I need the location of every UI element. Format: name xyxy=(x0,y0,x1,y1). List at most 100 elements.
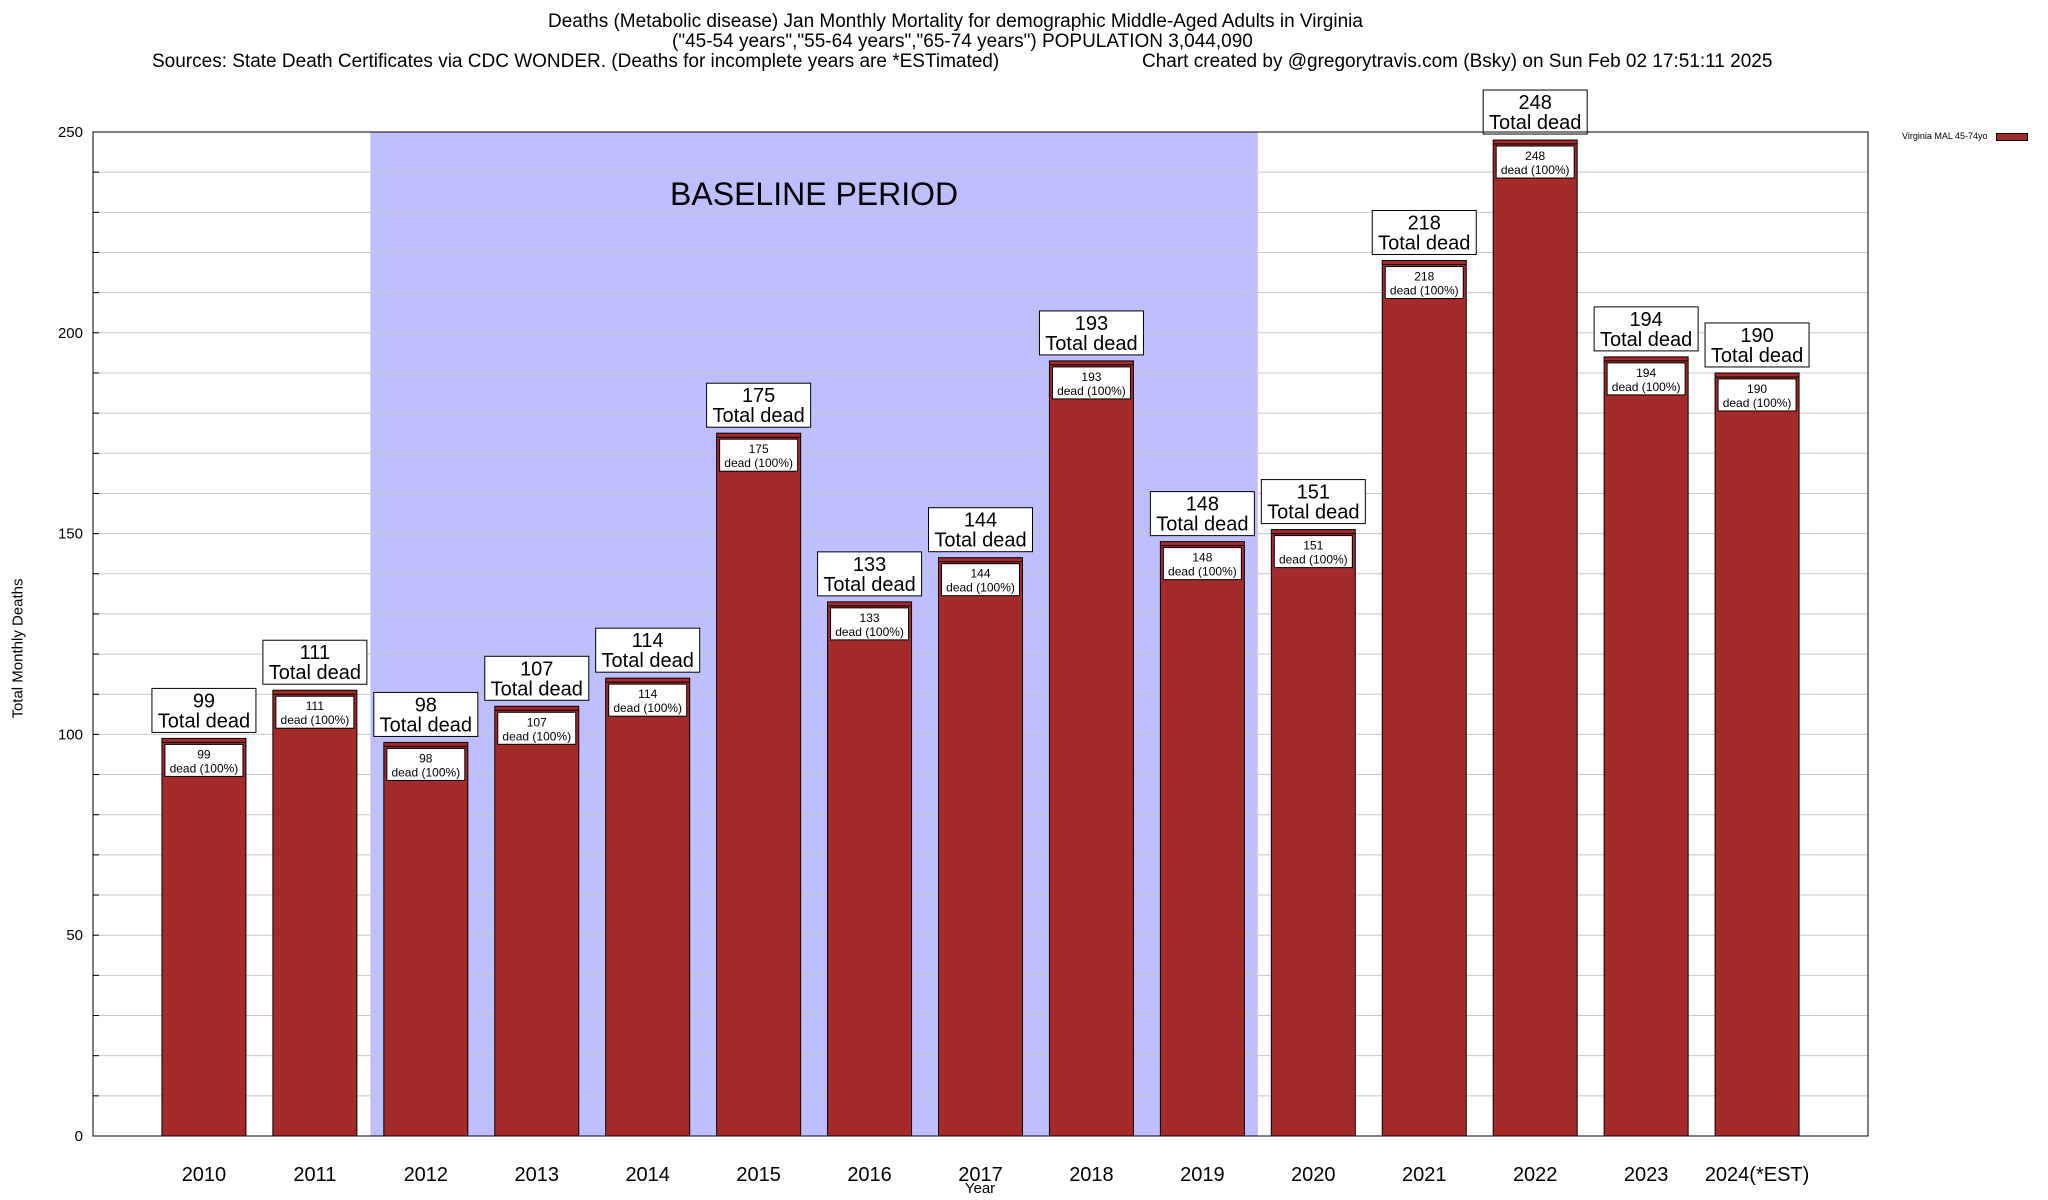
inner-label-box xyxy=(830,607,910,641)
inner-percent-label: dead (100%) xyxy=(1057,384,1126,398)
top-value-label: 114 xyxy=(632,630,664,652)
bar xyxy=(1381,260,1467,1137)
y-tick-label: 0 xyxy=(75,1128,83,1145)
inner-value-label: 248 xyxy=(1525,149,1545,163)
top-value-label: 175 xyxy=(742,385,775,407)
top-label-box xyxy=(706,382,812,428)
x-tick-label: 2012 xyxy=(404,1164,449,1186)
inner-percent-label: dead (100%) xyxy=(835,625,904,639)
inner-percent-label: dead (100%) xyxy=(1390,284,1459,298)
top-label-box xyxy=(1371,210,1477,256)
x-tick-label: 2010 xyxy=(182,1164,227,1186)
top-label-box xyxy=(1149,491,1255,537)
top-total-label: Total dead xyxy=(380,714,472,736)
bar xyxy=(1159,541,1245,1137)
inner-percent-label: dead (100%) xyxy=(281,713,350,727)
inner-label-box xyxy=(941,563,1020,597)
inner-percent-label: dead (100%) xyxy=(170,761,239,775)
inner-value-label: 111 xyxy=(306,699,325,713)
top-label-box xyxy=(1704,322,1810,368)
x-tick-label: 2015 xyxy=(736,1164,781,1186)
top-total-label: Total dead xyxy=(934,530,1026,552)
x-tick-label: 2014 xyxy=(625,1164,670,1186)
bar xyxy=(1492,139,1578,1137)
top-total-label: Total dead xyxy=(712,405,804,427)
bar xyxy=(716,432,802,1137)
top-value-label: 190 xyxy=(1740,325,1773,347)
inner-value-label: 107 xyxy=(527,715,547,729)
y-tick-label: 200 xyxy=(58,325,83,342)
x-tick-label: 2020 xyxy=(1291,1164,1336,1186)
top-label-box xyxy=(1038,310,1144,356)
inner-percent-label: dead (100%) xyxy=(1723,396,1792,410)
x-tick-label: 2011 xyxy=(293,1164,336,1186)
top-total-label: Total dead xyxy=(158,710,250,732)
top-label-box xyxy=(928,507,1033,553)
inner-value-label: 98 xyxy=(419,751,433,765)
inner-label-box xyxy=(386,747,466,781)
y-tick-label: 100 xyxy=(58,726,83,743)
chart-subtitle: ("45-54 years","55-64 years","65-74 year… xyxy=(672,31,1253,52)
top-total-label: Total dead xyxy=(491,678,583,700)
y-axis-label: Total Monthly Deaths xyxy=(9,578,27,719)
bar xyxy=(1714,372,1800,1137)
top-value-label: 194 xyxy=(1629,309,1662,331)
inner-label-box xyxy=(719,438,799,472)
inner-label-box xyxy=(1384,266,1464,300)
top-value-label: 99 xyxy=(193,690,215,712)
top-total-label: Total dead xyxy=(1489,112,1581,134)
top-label-box xyxy=(373,691,479,737)
top-total-label: Total dead xyxy=(269,662,361,684)
top-total-label: Total dead xyxy=(1267,502,1359,524)
top-label-box xyxy=(151,687,257,733)
inner-label-box xyxy=(164,743,244,777)
inner-value-label: 175 xyxy=(749,442,769,456)
inner-percent-label: dead (100%) xyxy=(391,765,460,779)
top-label-box xyxy=(1260,479,1366,525)
inner-value-label: 99 xyxy=(197,747,211,761)
top-total-label: Total dead xyxy=(602,650,694,672)
inner-label-box xyxy=(1273,535,1353,569)
top-total-label: Total dead xyxy=(1045,333,1137,355)
inner-label-box xyxy=(1717,378,1797,412)
x-tick-label: 2013 xyxy=(515,1164,560,1186)
top-total-label: Total dead xyxy=(1156,514,1248,536)
x-tick-label: 2017 xyxy=(958,1164,1003,1186)
inner-value-label: 194 xyxy=(1636,366,1656,380)
inner-value-label: 133 xyxy=(860,611,880,625)
chart-title: Deaths (Metabolic disease) Jan Monthly M… xyxy=(548,11,1363,32)
top-value-label: 133 xyxy=(853,554,886,576)
top-value-label: 98 xyxy=(415,694,437,716)
inner-label-box xyxy=(1162,547,1242,581)
top-total-label: Total dead xyxy=(823,574,915,596)
bar xyxy=(1603,356,1689,1137)
baseline-period-label: BASELINE PERIOD xyxy=(670,176,958,212)
inner-percent-label: dead (100%) xyxy=(502,729,571,743)
inner-label-box xyxy=(1051,366,1131,400)
x-tick-label: 2018 xyxy=(1069,1164,1114,1186)
inner-percent-label: dead (100%) xyxy=(613,701,682,715)
x-tick-label: 2022 xyxy=(1513,1164,1558,1186)
top-label-box xyxy=(1482,89,1588,135)
bar xyxy=(494,705,580,1137)
inner-percent-label: dead (100%) xyxy=(1279,553,1348,567)
top-total-label: Total dead xyxy=(1600,329,1692,351)
chart-sources: Sources: State Death Certificates via CD… xyxy=(152,51,1000,72)
top-label-box xyxy=(595,627,701,673)
top-value-label: 193 xyxy=(1075,313,1108,335)
bar xyxy=(827,601,913,1137)
top-total-label: Total dead xyxy=(1711,345,1803,367)
top-total-label: Total dead xyxy=(1378,233,1470,255)
y-tick-label: 250 xyxy=(58,124,83,141)
x-tick-label: 2024(*EST) xyxy=(1705,1164,1810,1186)
top-value-label: 107 xyxy=(520,658,553,680)
x-tick-label: 2023 xyxy=(1624,1164,1669,1186)
inner-value-label: 218 xyxy=(1414,270,1434,284)
bar xyxy=(1048,360,1134,1137)
inner-value-label: 114 xyxy=(638,687,657,701)
inner-percent-label: dead (100%) xyxy=(1168,565,1237,579)
top-label-box xyxy=(1593,306,1699,352)
top-value-label: 248 xyxy=(1519,92,1552,114)
legend: Virginia MAL 45-74yo xyxy=(1902,131,2028,141)
